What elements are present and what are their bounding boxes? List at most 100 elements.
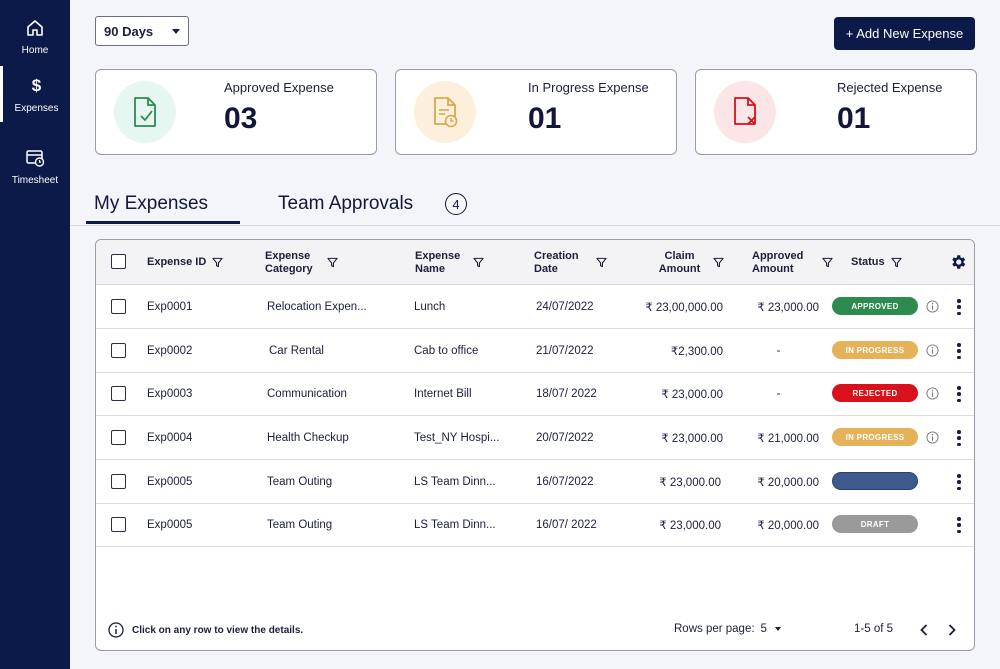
creation-date: 21/07/2022 — [536, 344, 594, 357]
header-approved-amount: Approved Amount — [752, 240, 833, 285]
rejected-expense-card: Rejected Expense 01 — [695, 69, 977, 155]
rejected-expense-label: Rejected Expense — [837, 80, 943, 95]
table-row[interactable]: Exp0002 Car Rental Cab to office 21/07/2… — [96, 329, 974, 373]
table-hint: Click on any row to view the details. — [108, 622, 303, 638]
tab-team-approvals[interactable]: Team Approvals — [278, 193, 414, 214]
claim-amount: ₹ 23,000.00 — [659, 519, 721, 532]
settings-gear-icon[interactable] — [949, 253, 967, 271]
approved-expense-label: Approved Expense — [224, 80, 334, 95]
sidebar-item-expenses[interactable]: $ Expenses — [0, 66, 70, 122]
table-header: Expense ID Expense Category Expense Name… — [96, 240, 974, 285]
in-progress-expense-label: In Progress Expense — [528, 80, 649, 95]
filter-icon[interactable] — [890, 257, 902, 268]
creation-date: 18/07/ 2022 — [536, 387, 597, 400]
page-range: 1-5 of 5 — [854, 623, 893, 635]
timesheet-icon — [24, 147, 46, 169]
team-approvals-count-badge: 4 — [445, 193, 467, 215]
expense-name: Cab to office — [414, 344, 479, 357]
expense-name: LS Team Dinn... — [414, 475, 496, 488]
header-label: Creation Date — [534, 249, 579, 275]
row-checkbox[interactable] — [111, 386, 126, 401]
approved-expense-count: 03 — [224, 102, 258, 135]
expense-id: Exp0003 — [147, 387, 193, 400]
next-page-button[interactable] — [942, 620, 962, 640]
previous-page-button[interactable] — [914, 620, 934, 640]
claim-amount: ₹ 23,000.00 — [661, 432, 723, 445]
claim-amount: ₹ 23,00,000.00 — [645, 301, 723, 314]
in-progress-expense-card: In Progress Expense 01 — [395, 69, 677, 155]
active-tab-indicator — [86, 221, 240, 224]
table-row[interactable]: Exp0003 Communication Internet Bill 18/0… — [96, 372, 974, 416]
sidebar: Home $ Expenses Timesheet — [0, 0, 70, 669]
rows-per-page-select[interactable]: 5 — [761, 623, 781, 635]
row-checkbox[interactable] — [111, 474, 126, 489]
approved-amount: ₹ 23,000.00 — [757, 301, 819, 314]
row-checkbox[interactable] — [111, 299, 126, 314]
caret-down-icon — [172, 28, 180, 34]
approved-amount: - — [776, 344, 781, 357]
table-hint-text: Click on any row to view the details. — [132, 624, 304, 636]
home-icon — [24, 17, 46, 39]
select-all-checkbox[interactable] — [111, 254, 126, 269]
more-options-icon[interactable] — [954, 515, 964, 535]
more-options-icon[interactable] — [954, 297, 964, 317]
table-row[interactable]: Exp0005 Team Outing LS Team Dinn... 16/0… — [96, 503, 974, 547]
status-badge: IN PROGRESS — [832, 428, 918, 446]
rows-per-page: Rows per page: 5 — [674, 623, 781, 635]
rows-per-page-value: 5 — [760, 623, 767, 635]
chevron-right-icon — [948, 624, 956, 636]
info-icon[interactable] — [926, 431, 939, 444]
expense-name: Test_NY Hospi... — [414, 431, 500, 444]
table-row[interactable]: Exp0001 Relocation Expen... Lunch 24/07/… — [96, 285, 974, 329]
expense-id: Exp0005 — [147, 475, 193, 488]
row-checkbox[interactable] — [111, 343, 126, 358]
creation-date: 16/07/2022 — [536, 475, 594, 488]
document-check-icon — [114, 81, 176, 143]
row-checkbox[interactable] — [111, 517, 126, 532]
more-options-icon[interactable] — [954, 341, 964, 361]
header-status: Status — [851, 240, 902, 285]
expense-id: Exp0002 — [147, 344, 193, 357]
info-icon[interactable] — [926, 344, 939, 357]
filter-icon[interactable] — [473, 257, 484, 268]
filter-icon[interactable] — [822, 257, 833, 268]
expense-name: Internet Bill — [414, 387, 472, 400]
filter-icon[interactable] — [327, 257, 338, 268]
tab-my-expenses[interactable]: My Expenses — [94, 193, 209, 214]
table-row[interactable]: Exp0004 Health Checkup Test_NY Hospi... … — [96, 416, 974, 460]
header-claim-amount: Claim Amount — [652, 240, 724, 285]
sidebar-item-timesheet[interactable]: Timesheet — [0, 138, 70, 194]
filter-icon[interactable] — [713, 257, 724, 268]
table-row[interactable]: Exp0005 Team Outing LS Team Dinn... 16/0… — [96, 460, 974, 504]
expense-category: Car Rental — [269, 344, 324, 357]
approved-amount: ₹ 20,000.00 — [757, 476, 819, 489]
creation-date: 24/07/2022 — [536, 300, 594, 313]
approved-amount: - — [776, 387, 781, 400]
more-options-icon[interactable] — [954, 472, 964, 492]
header-label: Status — [851, 256, 885, 268]
header-label: Claim Amount — [658, 249, 701, 275]
expense-category: Communication — [267, 387, 347, 400]
status-badge: DRAFT — [832, 515, 918, 533]
period-select[interactable]: 90 Days — [95, 16, 189, 46]
info-icon[interactable] — [926, 387, 939, 400]
status-badge — [832, 472, 918, 490]
claim-amount: ₹ 23,000.00 — [661, 388, 723, 401]
header-label: Expense ID — [147, 256, 207, 268]
filter-icon[interactable] — [596, 257, 607, 268]
more-options-icon[interactable] — [954, 428, 964, 448]
expenses-table: Expense ID Expense Category Expense Name… — [95, 239, 975, 651]
more-options-icon[interactable] — [954, 384, 964, 404]
add-new-expense-button[interactable]: + Add New Expense — [834, 17, 975, 50]
caret-down-icon — [774, 627, 781, 631]
rows-per-page-label: Rows per page: — [674, 623, 755, 635]
sidebar-item-label: Timesheet — [11, 174, 59, 186]
info-icon[interactable] — [926, 300, 939, 313]
row-checkbox[interactable] — [111, 430, 126, 445]
filter-icon[interactable] — [212, 257, 223, 268]
document-clock-icon — [414, 81, 476, 143]
expense-id: Exp0004 — [147, 431, 193, 444]
expense-category: Relocation Expen... — [267, 300, 367, 313]
approved-amount: ₹ 20,000.00 — [757, 519, 819, 532]
sidebar-item-home[interactable]: Home — [0, 8, 70, 64]
